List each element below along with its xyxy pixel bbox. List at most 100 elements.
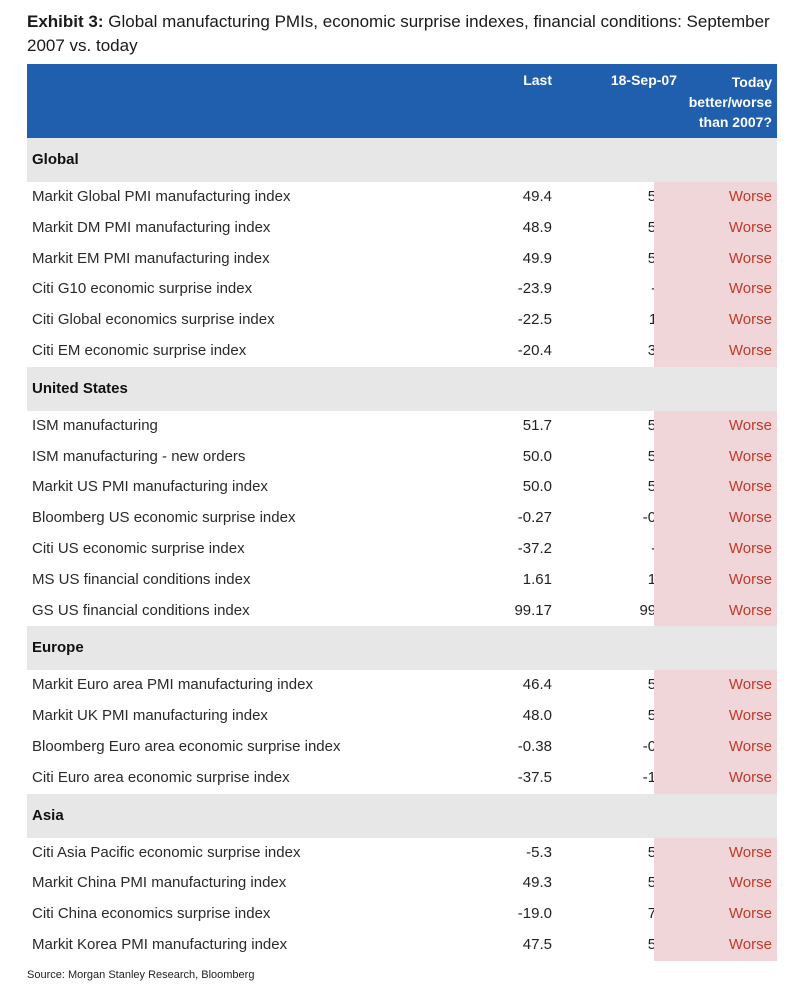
table-row: Citi EM economic surprise index-20.433.5… xyxy=(27,335,777,367)
row-last-value: -20.4 xyxy=(517,341,552,359)
row-comparison-badge: Worse xyxy=(654,503,777,534)
row-last-value: -37.5 xyxy=(517,768,552,786)
row-last-value: 48.9 xyxy=(522,218,552,236)
table-row: GS US financial conditions index99.1799.… xyxy=(27,595,777,627)
comparison-table: Last 18-Sep-07 Today better/worse than 2… xyxy=(27,64,777,961)
table-row: Citi US economic surprise index-37.2-6.8… xyxy=(27,533,777,565)
section-header: Europe xyxy=(27,626,777,671)
table-header: Last 18-Sep-07 Today better/worse than 2… xyxy=(27,64,777,138)
row-last-value: -19.0 xyxy=(517,905,552,923)
table-body: Global Markit Global PMI manufacturing in… xyxy=(27,138,777,961)
row-comparison-badge: Worse xyxy=(654,441,777,473)
table-row: Markit Euro area PMI manufacturing index… xyxy=(27,670,777,702)
row-comparison-badge: Worse xyxy=(654,335,777,367)
row-last-value: 47.5 xyxy=(522,935,552,953)
row-name: Markit Euro area PMI manufacturing index xyxy=(32,676,313,694)
row-last-value: 48.0 xyxy=(522,707,552,725)
table-row: Markit Korea PMI manufacturing index 47.5… xyxy=(27,929,777,961)
row-last-value: -22.5 xyxy=(517,311,552,329)
row-last-value: -5.3 xyxy=(526,843,552,861)
row-last-value: 50.0 xyxy=(522,478,552,496)
row-comparison-badge: Worse xyxy=(654,868,777,900)
row-comparison-badge: Worse xyxy=(654,410,777,442)
table-row: ISM manufacturing - new orders50.056.1Wo… xyxy=(27,441,777,473)
row-last-value: 99.17 xyxy=(514,601,552,619)
table-row: Bloomberg Euro area economic surprise in… xyxy=(27,731,777,763)
exhibit-title-text: Global manufacturing PMIs, economic surp… xyxy=(27,12,770,55)
header-prev: 18-Sep-07 xyxy=(610,72,677,88)
table-row: Citi Asia Pacific economic surprise inde… xyxy=(27,837,777,869)
exhibit-label: Exhibit 3: xyxy=(27,12,104,31)
row-comparison-badge: Worse xyxy=(654,595,777,627)
header-comparison: Today better/worse than 2007? xyxy=(677,72,772,132)
row-name: Markit EM PMI manufacturing index xyxy=(32,249,270,267)
section-header: Global xyxy=(27,138,777,182)
row-name: Citi US economic surprise index xyxy=(32,539,245,557)
table-row: MS US financial conditions index1.611.10… xyxy=(27,564,777,596)
row-comparison-badge: Worse xyxy=(654,533,777,565)
row-name: ISM manufacturing - new orders xyxy=(32,447,246,465)
header-last: Last xyxy=(523,72,552,88)
row-comparison-badge: Worse xyxy=(654,182,777,213)
row-comparison-badge: Worse xyxy=(654,899,777,930)
row-comparison-badge: Worse xyxy=(654,243,777,275)
row-name: Citi China economics surprise index xyxy=(32,905,271,923)
row-comparison-badge: Worse xyxy=(654,305,777,336)
row-name: Markit Korea PMI manufacturing index xyxy=(32,935,288,953)
exhibit-title: Exhibit 3: Global manufacturing PMIs, ec… xyxy=(27,10,787,58)
row-comparison-badge: Worse xyxy=(654,701,777,732)
section-header: Asia xyxy=(27,793,777,838)
header-comparison-line: Today xyxy=(731,74,772,90)
row-name: Citi EM economic surprise index xyxy=(32,341,247,359)
row-comparison-badge: Worse xyxy=(654,212,777,244)
row-name: Markit US PMI manufacturing index xyxy=(32,478,268,496)
row-comparison-badge: Worse xyxy=(654,472,777,504)
row-name: Markit DM PMI manufacturing index xyxy=(32,218,271,236)
table-row: Citi China economics surprise index -19.0… xyxy=(27,899,777,930)
row-last-value: 46.4 xyxy=(522,676,552,694)
row-comparison-badge: Worse xyxy=(654,929,777,961)
table-row: Markit Global PMI manufacturing index 49.… xyxy=(27,182,777,213)
source-note: Source: Morgan Stanley Research, Bloombe… xyxy=(27,969,255,981)
row-name: Citi Asia Pacific economic surprise inde… xyxy=(32,843,301,861)
row-name: Citi Global economics surprise index xyxy=(32,311,275,329)
row-comparison-badge: Worse xyxy=(654,564,777,596)
row-last-value: 50.0 xyxy=(522,447,552,465)
table-row: Citi Euro area economic surprise index -3… xyxy=(27,762,777,794)
table-row: Markit China PMI manufacturing index 49.3… xyxy=(27,868,777,900)
row-name: Citi G10 economic surprise index xyxy=(32,280,253,298)
row-last-value: -37.2 xyxy=(517,539,552,557)
table-row: Markit US PMI manufacturing index50.054.… xyxy=(27,472,777,504)
row-name: Bloomberg Euro area economic surprise in… xyxy=(32,737,341,755)
row-name: Markit China PMI manufacturing index xyxy=(32,874,287,892)
row-last-value: -23.9 xyxy=(517,280,552,298)
row-last-value: -0.27 xyxy=(517,509,552,527)
row-comparison-badge: Worse xyxy=(654,731,777,763)
row-last-value: 1.61 xyxy=(522,570,552,588)
table-row: Markit EM PMI manufacturing index49.953.… xyxy=(27,243,777,275)
row-name: Markit UK PMI manufacturing index xyxy=(32,707,268,725)
row-name: GS US financial conditions index xyxy=(32,601,250,619)
row-last-value: 51.7 xyxy=(522,416,552,434)
row-last-value: 49.4 xyxy=(522,188,552,205)
row-last-value: 49.3 xyxy=(522,874,552,892)
row-comparison-badge: Worse xyxy=(654,762,777,794)
row-comparison-badge: Worse xyxy=(654,837,777,869)
table-row: Markit UK PMI manufacturing index48.054.… xyxy=(27,701,777,732)
row-name: Bloomberg US economic surprise index xyxy=(32,509,296,527)
row-name: Citi Euro area economic surprise index xyxy=(32,768,290,786)
table-row: Citi Global economics surprise index -22.… xyxy=(27,305,777,336)
row-comparison-badge: Worse xyxy=(654,274,777,306)
table-row: Citi G10 economic surprise index-23.9-2.… xyxy=(27,274,777,306)
table-row: Bloomberg US economic surprise index -0.2… xyxy=(27,503,777,534)
row-name: Markit Global PMI manufacturing index xyxy=(32,188,291,205)
row-comparison-badge: Worse xyxy=(654,670,777,702)
row-last-value: 49.9 xyxy=(522,249,552,267)
row-name: ISM manufacturing xyxy=(32,416,158,434)
table-row: Markit DM PMI manufacturing index48.952.… xyxy=(27,212,777,244)
row-name: MS US financial conditions index xyxy=(32,570,251,588)
header-comparison-line: better/worse xyxy=(688,94,772,110)
section-header: United States xyxy=(27,366,777,411)
row-last-value: -0.38 xyxy=(517,737,552,755)
